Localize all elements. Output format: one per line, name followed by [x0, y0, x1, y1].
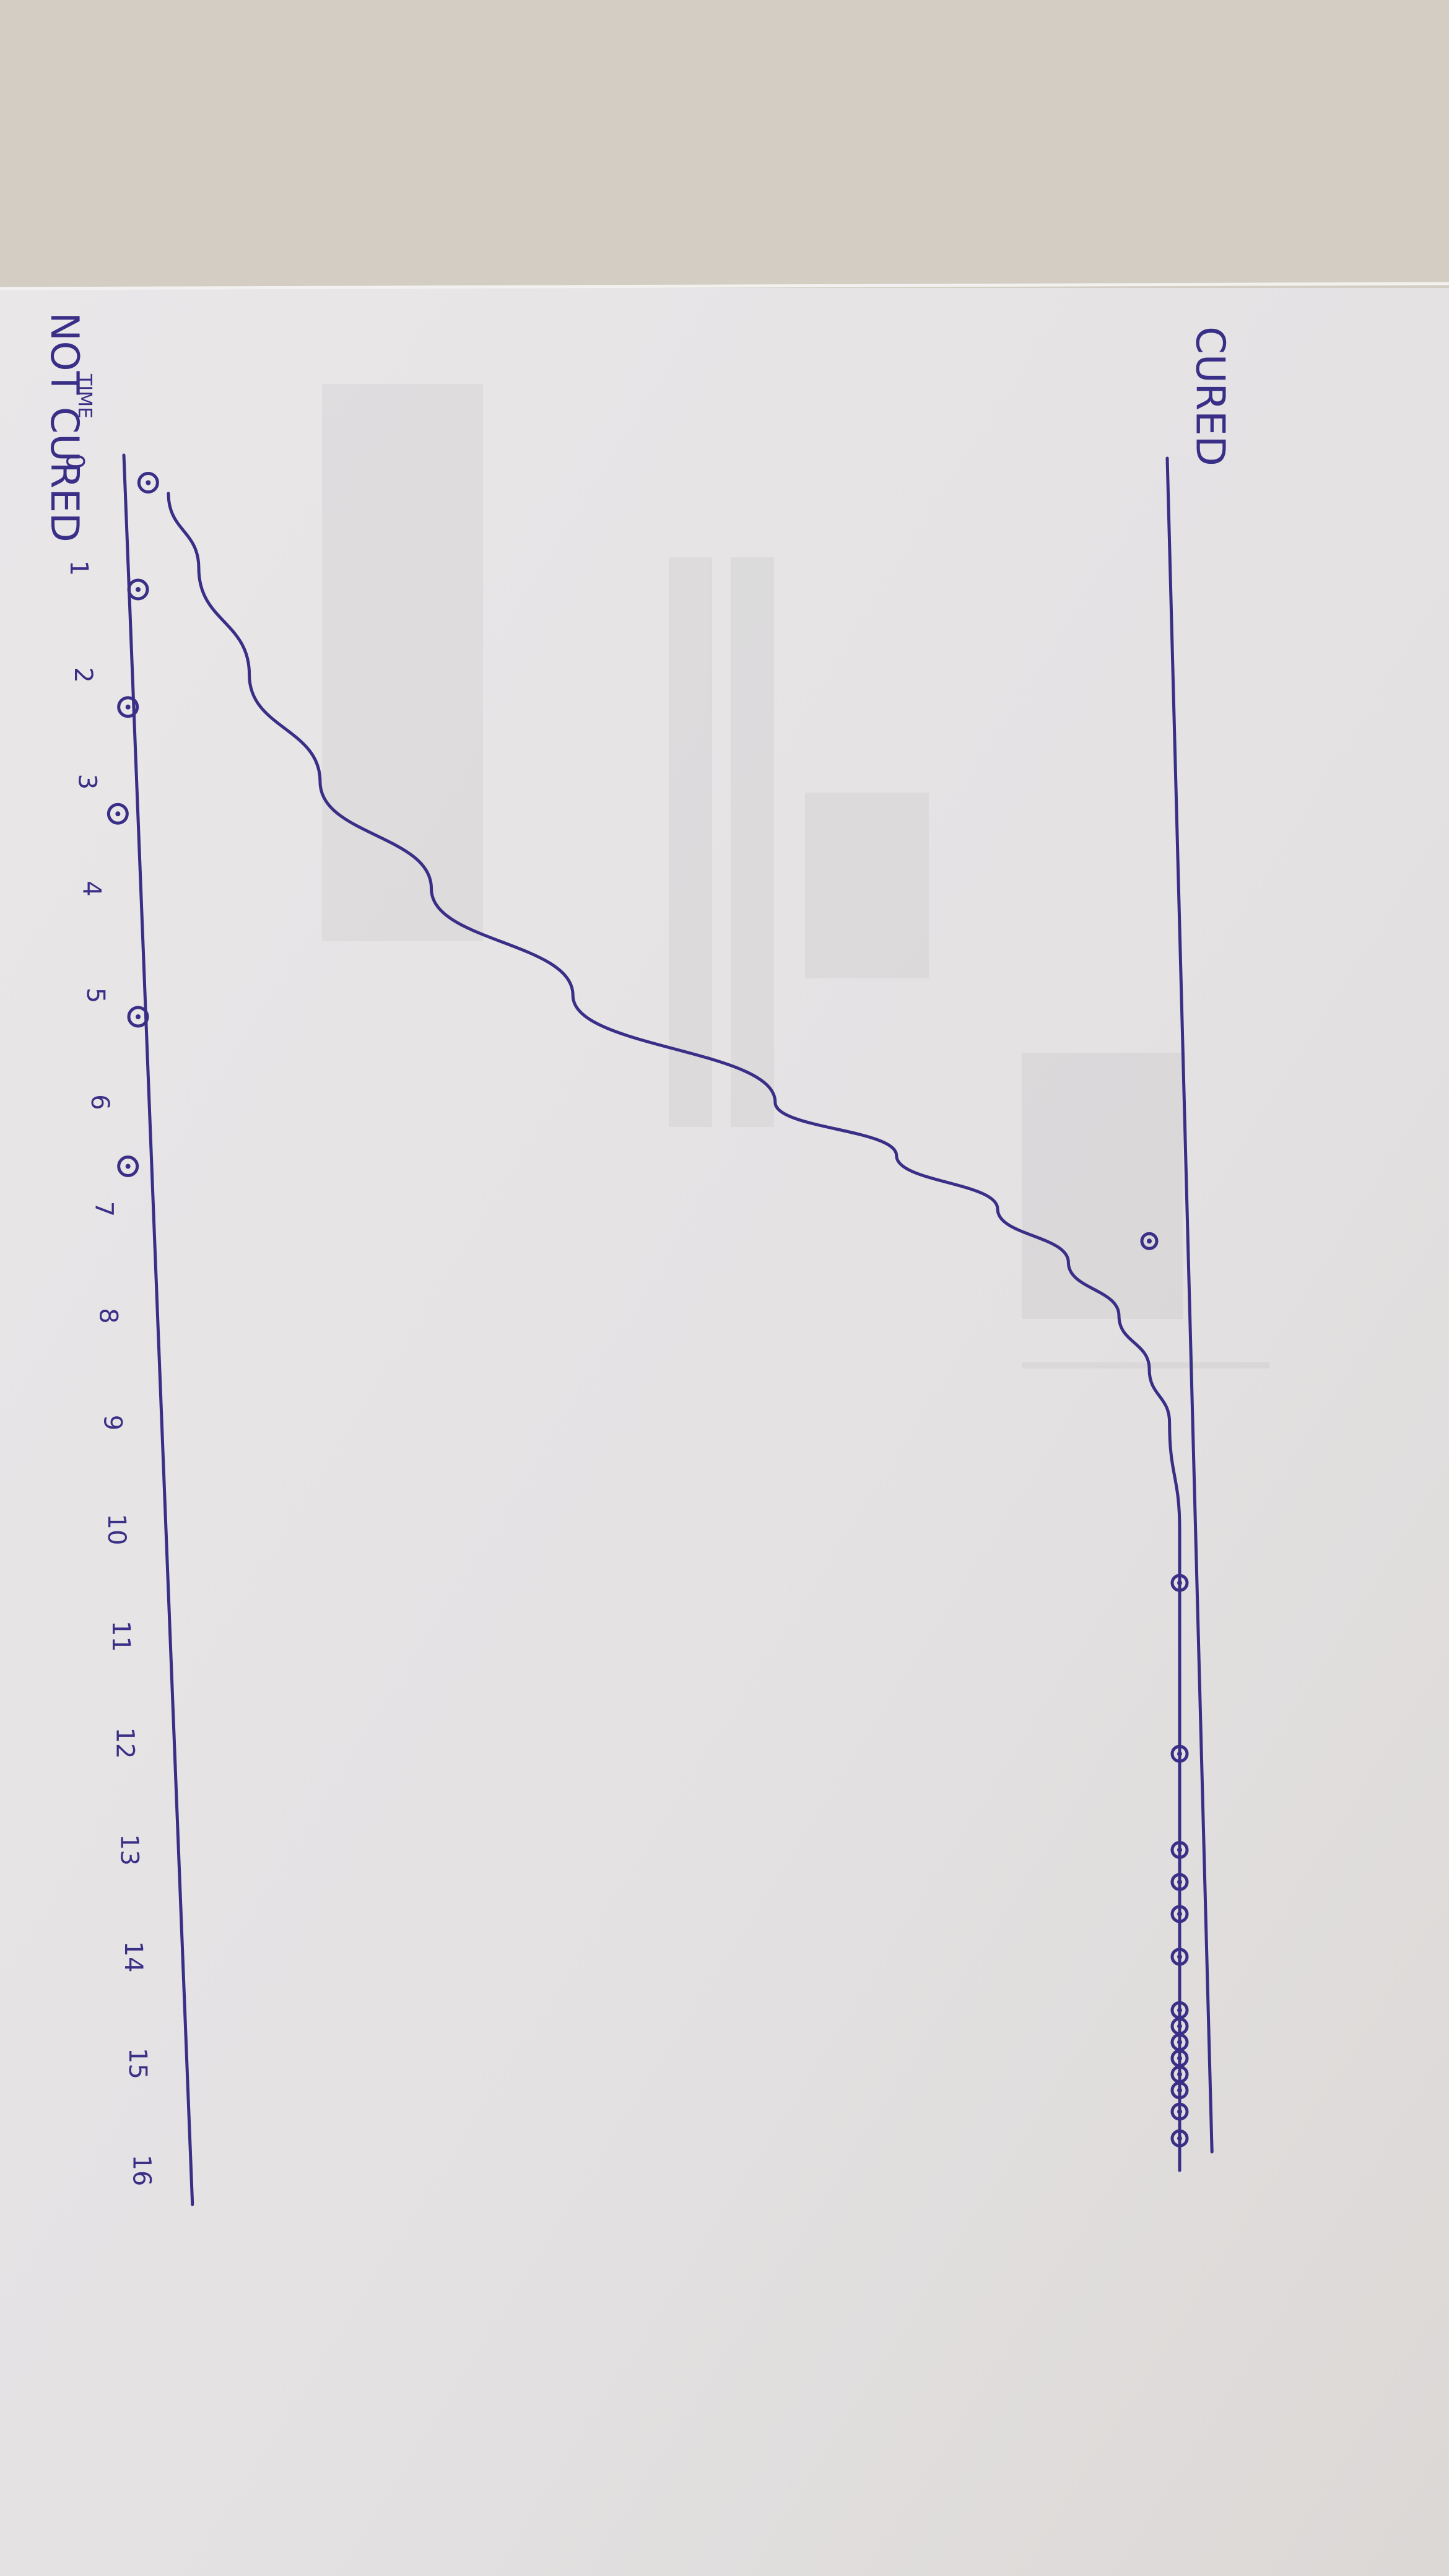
x-tick-label: 8 — [94, 1308, 122, 1323]
data-point-dot — [1177, 1879, 1182, 1885]
sigmoid-curve — [167, 492, 1181, 2172]
data-point — [1170, 1947, 1189, 1966]
data-point-dot — [136, 1014, 141, 1019]
data-point — [127, 1006, 149, 1028]
x-tick-label: 5 — [81, 988, 110, 1003]
not-cured-level-label: NOT CURED — [42, 312, 87, 542]
data-point-dot — [1177, 1912, 1182, 1917]
time-axis-line — [122, 453, 194, 2206]
data-point — [1170, 2102, 1189, 2121]
x-tick-label: 14 — [119, 1941, 147, 1973]
x-tick-label: 12 — [111, 1728, 139, 1759]
data-point-dot — [125, 704, 131, 710]
x-tick-label: 1 — [64, 560, 93, 576]
data-point — [1140, 1232, 1159, 1250]
data-point — [1170, 1573, 1189, 1592]
cured-level-label: CURED — [1186, 326, 1232, 466]
data-point-dot — [1177, 2109, 1182, 2115]
data-point-dot — [1177, 1954, 1182, 1959]
data-point-dot — [1177, 2024, 1182, 2029]
x-tick-label: 0 — [60, 453, 89, 469]
data-point — [1170, 1905, 1189, 1923]
data-point-dot — [1177, 2136, 1182, 2141]
data-point-dot — [1177, 1847, 1182, 1853]
data-point — [117, 696, 139, 718]
data-point-dot — [1177, 1580, 1182, 1586]
paper-sheet — [0, 288, 1449, 2576]
data-point-dot — [146, 480, 151, 485]
data-point — [1170, 2081, 1189, 2100]
data-point-dot — [1147, 1238, 1152, 1244]
data-point-dot — [125, 1164, 131, 1169]
x-tick-label: 6 — [85, 1094, 114, 1110]
data-point-dot — [115, 811, 121, 817]
data-point — [1170, 2129, 1189, 2147]
x-tick-label: 4 — [77, 881, 105, 896]
data-point-dot — [1177, 2055, 1182, 2061]
x-tick-label: 13 — [115, 1834, 143, 1866]
x-tick-label: 11 — [107, 1621, 135, 1652]
data-point — [117, 1155, 139, 1177]
data-point — [137, 472, 159, 494]
data-point — [127, 578, 149, 601]
data-point — [1170, 1841, 1189, 1859]
data-point — [1170, 1744, 1189, 1763]
cured-level-line — [1165, 456, 1214, 2154]
x-tick-label: 10 — [102, 1514, 131, 1546]
bleed-through-text — [322, 384, 1269, 1368]
data-point — [107, 803, 129, 825]
data-point-dot — [1177, 2071, 1182, 2077]
paper-top-edge — [0, 282, 1449, 290]
x-tick-label: 9 — [98, 1415, 126, 1430]
x-tick-label: 7 — [90, 1201, 118, 1217]
data-point-dot — [1177, 2087, 1182, 2093]
x-axis-label: TIME — [74, 373, 95, 419]
data-point-dot — [1177, 2040, 1182, 2045]
data-point — [1170, 1873, 1189, 1891]
x-tick-label: 2 — [69, 667, 97, 682]
data-point-dot — [1177, 1751, 1182, 1757]
x-tick-label: 3 — [73, 774, 102, 790]
data-point-dot — [1177, 2008, 1182, 2013]
data-point-dot — [136, 587, 141, 592]
x-tick-label: 15 — [123, 2048, 152, 2079]
x-tick-label: 16 — [128, 2155, 156, 2187]
